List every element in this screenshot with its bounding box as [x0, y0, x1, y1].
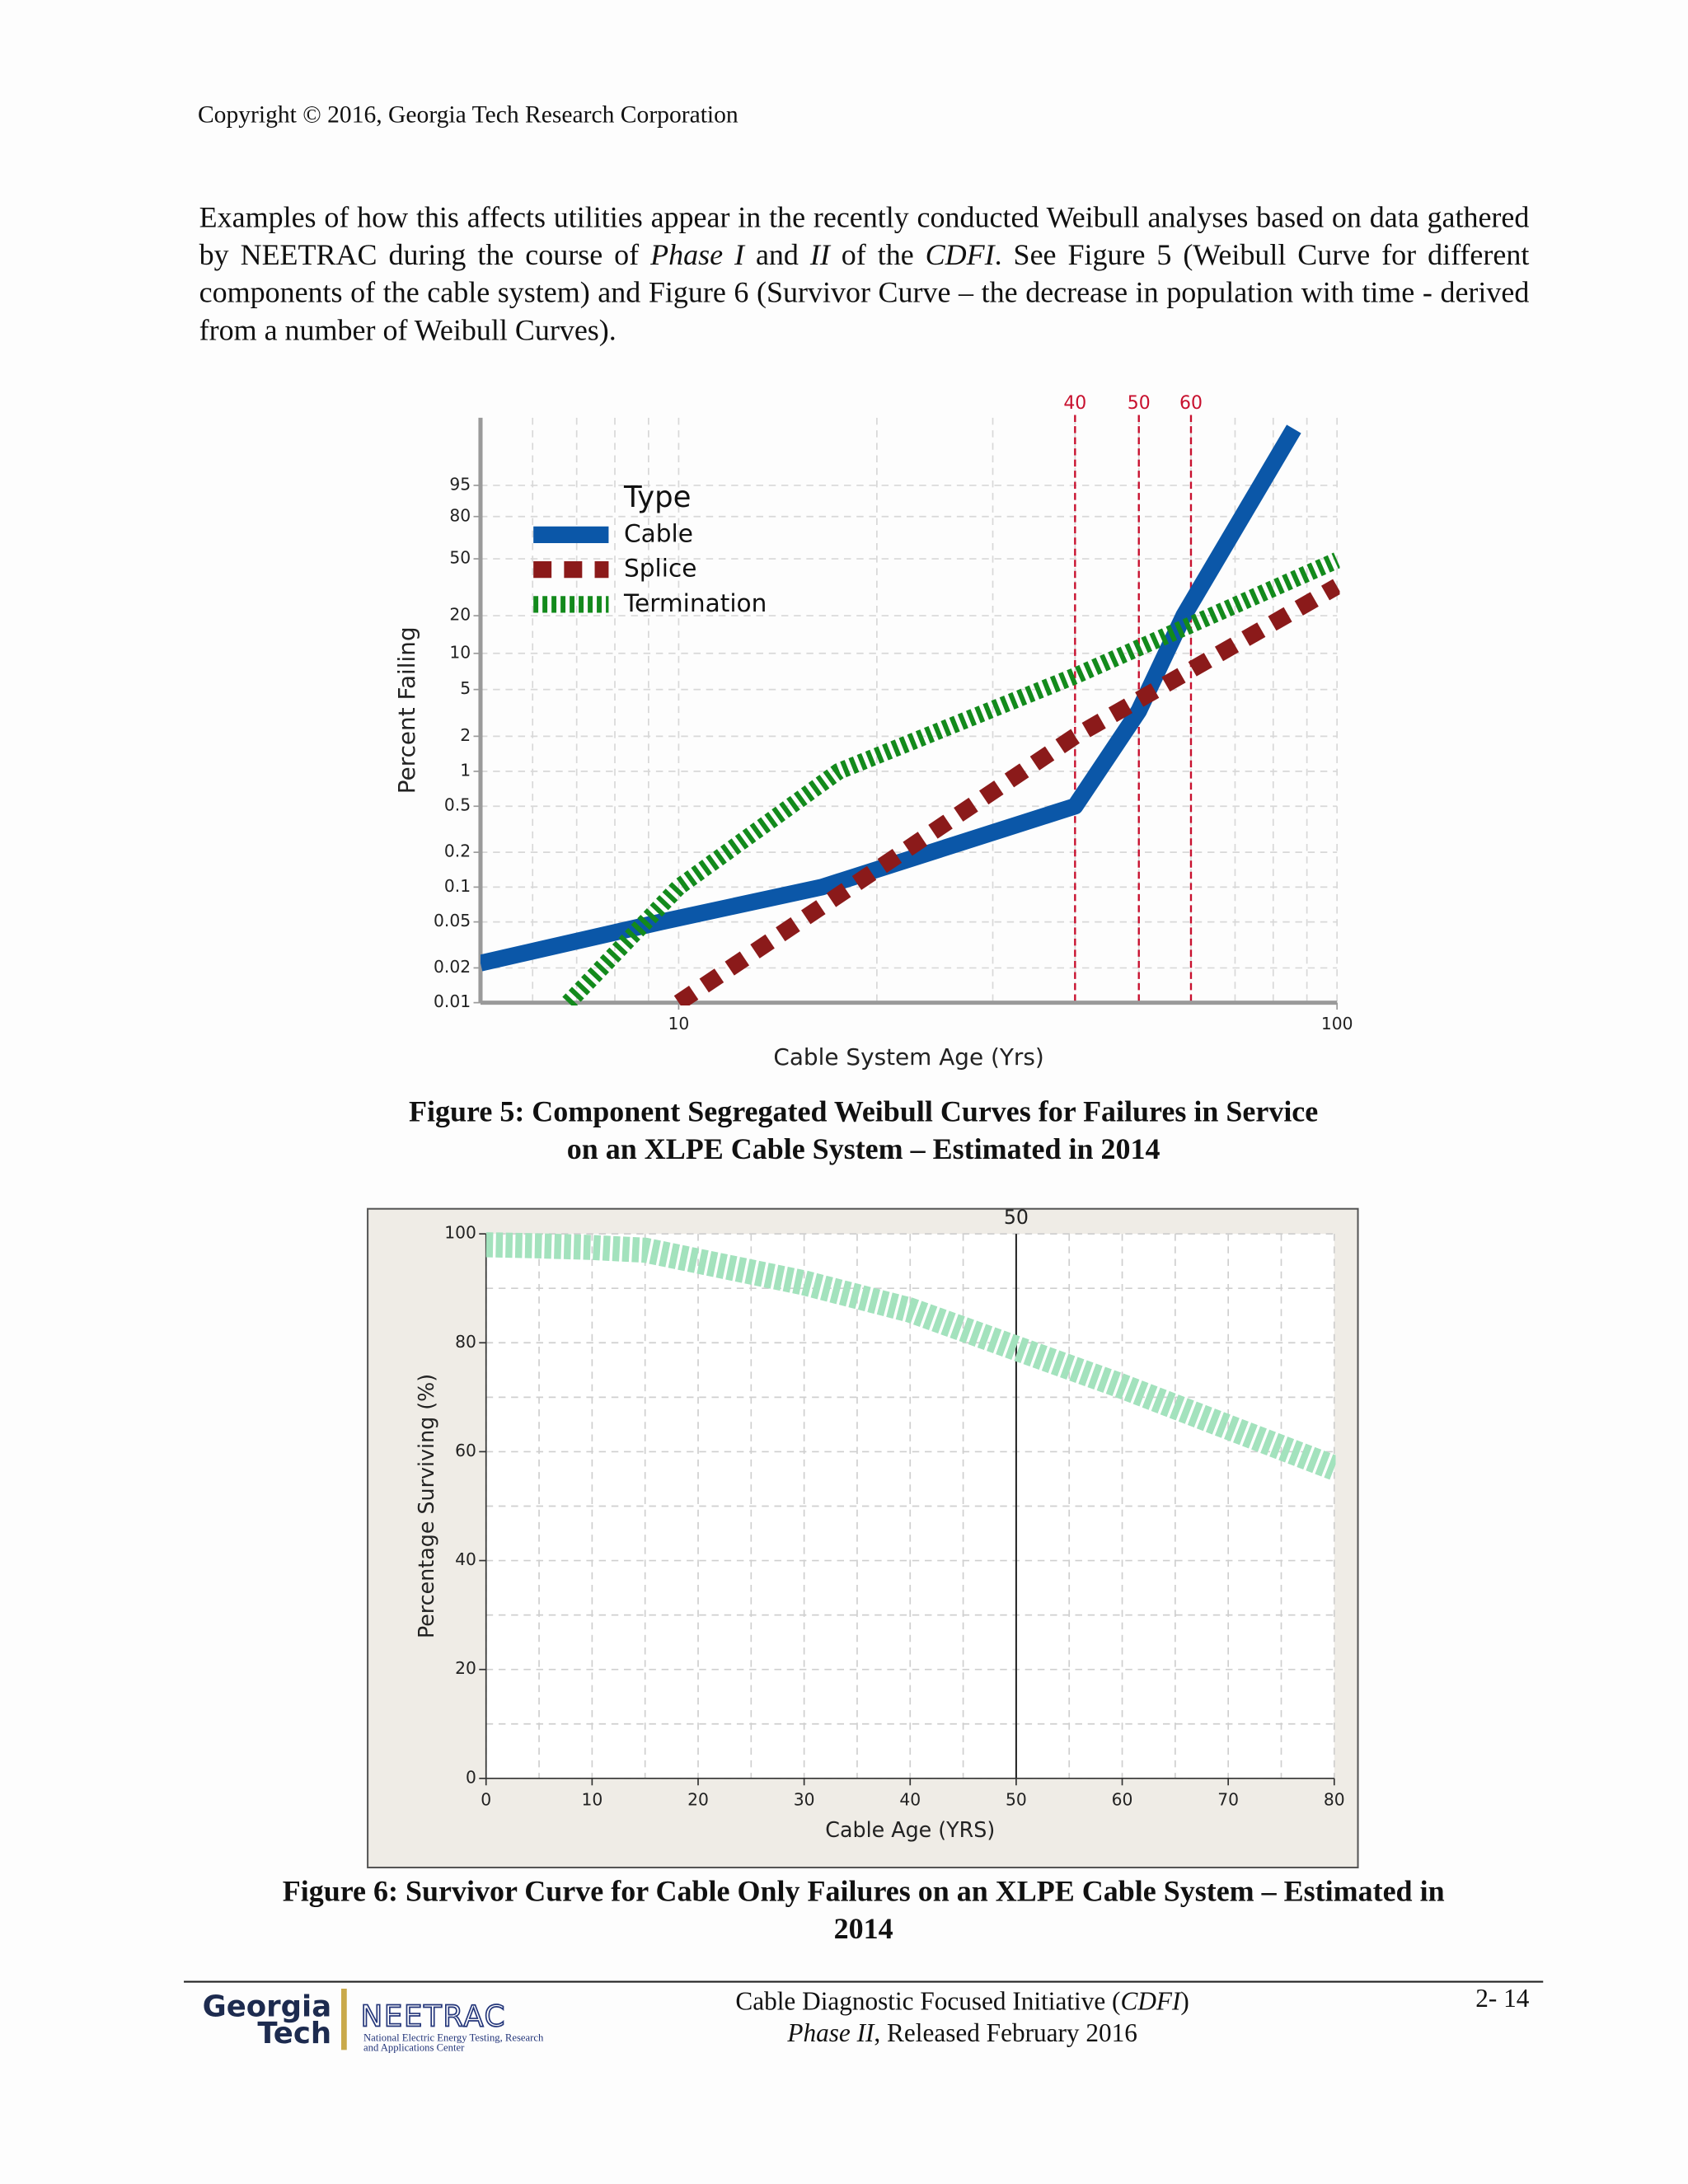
y-tick-label: 0.01 — [434, 991, 471, 1011]
y-tick-label: 2 — [460, 725, 471, 745]
y-tick-label: 0.2 — [444, 841, 471, 861]
x-tick-label: 10 — [581, 1789, 603, 1809]
data-line — [562, 552, 1340, 1006]
x-tick-label: 40 — [899, 1789, 921, 1809]
y-tick-label: 0.02 — [434, 957, 471, 977]
logo-bar — [340, 1988, 347, 2050]
figure-caption: Figure 6: Survivor Curve for Cable Only … — [153, 1873, 1574, 1948]
page-number: 2- 14 — [1475, 1985, 1530, 2014]
legend-title: Type — [623, 480, 691, 514]
text-run: ) — [1180, 1988, 1189, 2017]
logo-text: Georgia — [203, 1990, 332, 2024]
y-axis-title: Percentage Surviving (%) — [414, 1374, 438, 1638]
logo-subtext: National Electric Energy Testing, Resear… — [363, 2032, 544, 2044]
x-tick-label: 10 — [668, 1014, 690, 1033]
x-tick-label: 50 — [1006, 1789, 1027, 1809]
y-tick-label: 40 — [455, 1549, 476, 1569]
y-tick-label: 0.05 — [434, 911, 471, 930]
text-run: II — [809, 237, 830, 272]
y-axis-title: Percent Failing — [393, 626, 420, 794]
reference-label: 40 — [1063, 393, 1086, 414]
x-tick-label: 70 — [1217, 1789, 1239, 1809]
y-tick-label: 1 — [460, 760, 471, 780]
y-tick-label: 0 — [466, 1767, 476, 1787]
y-tick-label: 80 — [455, 1332, 476, 1352]
text-run: CDFI — [1120, 1988, 1181, 2017]
figure-caption: Figure 5: Component Segregated Weibull C… — [167, 1093, 1560, 1168]
legend-label: Termination — [623, 589, 767, 617]
text-run: Phase II — [787, 2020, 874, 2049]
x-axis-title: Cable Age (YRS) — [825, 1817, 995, 1842]
data-line — [480, 424, 1301, 972]
text-run: and — [743, 237, 810, 272]
reference-label: 50 — [1004, 1206, 1029, 1229]
logo-org: NEETRAC — [361, 1999, 506, 2033]
text-run: , Released February 2016 — [874, 2020, 1137, 2049]
caption-line: Figure 5: Component Segregated Weibull C… — [409, 1094, 1319, 1128]
caption-line: on an XLPE Cable System – Estimated in 2… — [566, 1132, 1160, 1166]
data-line — [673, 579, 1340, 1006]
text-run: CDFI — [925, 237, 995, 272]
x-tick-label: 100 — [1321, 1014, 1353, 1033]
text-run: Examples of how this affects utilities a… — [199, 200, 1530, 272]
reference-label: 60 — [1179, 393, 1203, 414]
footer-line: Cable Diagnostic Focused Initiative (CDF… — [614, 1987, 1311, 2019]
text-run: Phase I — [650, 237, 744, 272]
series-group — [480, 424, 1340, 1006]
y-tick-label: 0.5 — [444, 795, 471, 815]
reference-label: 50 — [1128, 393, 1151, 414]
x-tick-label: 20 — [687, 1789, 709, 1809]
y-tick-label: 100 — [444, 1223, 476, 1243]
text-run: of the — [829, 237, 926, 272]
y-tick-label: 0.1 — [444, 876, 471, 896]
footer-center: Cable Diagnostic Focused Initiative (CDF… — [614, 1987, 1311, 2051]
y-tick-label: 10 — [449, 642, 471, 662]
text-run: Cable Diagnostic Focused Initiative ( — [735, 1988, 1121, 2017]
paragraph: Examples of how this affects utilities a… — [199, 199, 1530, 349]
x-tick-label: 30 — [794, 1789, 815, 1809]
chart-weibull: 40 50 60 0.01 0.02 0.05 0.1 0.2 0.5 1 2 5 10 20 50 80 95… — [393, 393, 1353, 1071]
logo-subtext: and Applications Center — [363, 2042, 465, 2054]
y-tick-label: 95 — [449, 474, 471, 494]
y-tick-label: 50 — [449, 548, 471, 568]
data-line — [485, 1232, 1336, 1480]
y-tick-label: 20 — [449, 605, 471, 625]
legend-label: Splice — [624, 555, 696, 583]
text-run: . See Figure 5 (Weibull Curve for differ… — [199, 237, 1530, 347]
x-axis-title: Cable System Age (Yrs) — [773, 1043, 1043, 1071]
caption-line: 2014 — [833, 1912, 893, 1946]
y-tick-label: 60 — [455, 1441, 476, 1460]
x-tick-label: 80 — [1324, 1789, 1345, 1809]
series-group — [485, 1232, 1336, 1480]
y-tick-label: 80 — [449, 505, 471, 525]
y-tick-label: 20 — [455, 1658, 476, 1678]
caption-line: Figure 6: Survivor Curve for Cable Only … — [282, 1874, 1445, 1908]
copyright: Copyright © 2016, Georgia Tech Research … — [197, 100, 738, 129]
footer-line: Phase II, Released February 2016 — [614, 2019, 1311, 2051]
x-tick-label: 0 — [481, 1789, 491, 1809]
legend-label: Cable — [624, 519, 693, 547]
chart-survivor: 50 0 20 40 60 80 100 0 10 20 30 40 50 60 70 80 Cable Age… — [414, 1206, 1345, 1842]
y-tick-label: 5 — [460, 678, 471, 698]
logo-text: Tech — [257, 2017, 331, 2050]
x-tick-label: 60 — [1112, 1789, 1133, 1809]
